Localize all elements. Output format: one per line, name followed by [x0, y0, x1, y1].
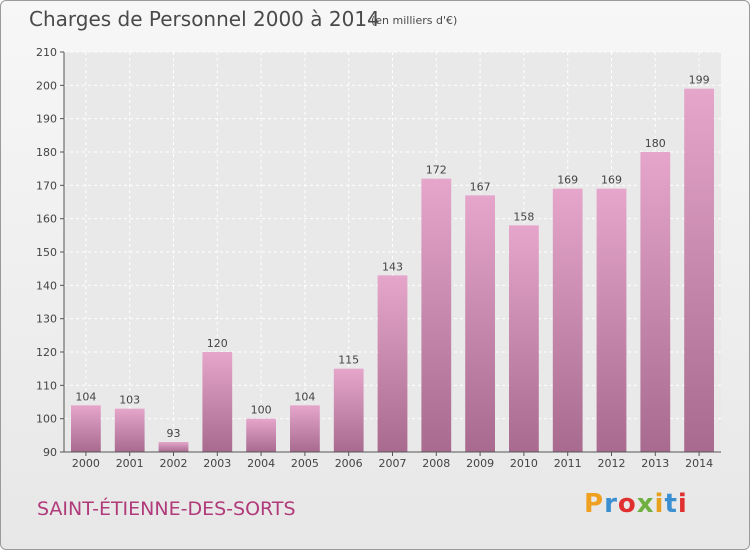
x-tick-label: 2003	[203, 457, 231, 470]
bar	[246, 418, 276, 452]
chart-title: Charges de Personnel 2000 à 2014	[29, 7, 380, 31]
bar	[114, 408, 145, 452]
bar-value-label: 180	[645, 137, 666, 150]
bar-value-label: 143	[382, 260, 403, 273]
x-tick-label: 2006	[335, 457, 363, 470]
logo-letter: r	[604, 489, 618, 519]
logo-letter: i	[654, 489, 665, 519]
bar-value-label: 103	[119, 394, 140, 407]
bar	[465, 195, 495, 453]
bar	[333, 368, 364, 452]
proxiti-logo[interactable]: Proxiti	[584, 489, 688, 519]
x-tick-label: 2000	[72, 457, 100, 470]
x-tick-label: 2005	[291, 457, 319, 470]
y-tick-label: 100	[36, 413, 57, 426]
x-tick-label: 2008	[422, 457, 450, 470]
y-tick-label: 110	[36, 379, 57, 392]
bar-value-label: 104	[75, 390, 96, 403]
bar-value-label: 172	[426, 164, 447, 177]
x-tick-label: 2010	[510, 457, 538, 470]
bar	[684, 88, 714, 453]
x-tick-label: 2014	[685, 457, 713, 470]
logo-letter: x	[636, 489, 655, 519]
commune-name: SAINT-ÉTIENNE-DES-SORTS	[37, 498, 296, 520]
bar-value-label: 93	[167, 427, 181, 440]
bar-value-label: 120	[207, 337, 228, 350]
y-tick-label: 140	[36, 279, 57, 292]
logo-letter: i	[677, 489, 688, 519]
bar	[421, 178, 452, 452]
y-tick-label: 210	[36, 46, 57, 59]
bar-value-label: 100	[251, 404, 272, 417]
y-tick-label: 150	[36, 246, 57, 259]
bar	[552, 188, 583, 452]
bar-value-label: 167	[470, 180, 491, 193]
x-tick-label: 2009	[466, 457, 494, 470]
x-tick-label: 2001	[116, 457, 144, 470]
logo-letter: o	[617, 489, 637, 519]
bar-value-label: 104	[294, 390, 315, 403]
x-tick-label: 2011	[554, 457, 582, 470]
bar	[596, 188, 627, 452]
y-tick-label: 170	[36, 179, 57, 192]
axes: 90 100 110 120 130 140 150 160 170 180 190 200 210 20…	[36, 46, 721, 470]
y-tick-label: 160	[36, 213, 57, 226]
bar	[71, 405, 101, 452]
chart-subtitle: (en milliers d'€)	[371, 14, 458, 27]
x-tick-label: 2004	[247, 457, 275, 470]
bar-value-label: 158	[513, 210, 534, 223]
bar-value-label: 199	[689, 74, 710, 87]
bar	[377, 275, 408, 452]
bar	[290, 405, 320, 452]
y-tick-label: 120	[36, 346, 57, 359]
y-tick-label: 200	[36, 79, 57, 92]
x-tick-label: 2013	[641, 457, 669, 470]
bar	[202, 352, 233, 452]
x-tick-label: 2002	[160, 457, 188, 470]
bar	[509, 225, 539, 452]
x-tick-label: 2007	[379, 457, 407, 470]
y-tick-label: 180	[36, 146, 57, 159]
y-tick-label: 190	[36, 113, 57, 126]
x-tick-label: 2012	[598, 457, 626, 470]
bar-value-label: 169	[601, 174, 622, 187]
bar	[158, 442, 189, 452]
bar	[640, 152, 671, 452]
y-tick-label: 130	[36, 313, 57, 326]
bar-value-label: 115	[338, 354, 359, 367]
logo-letter: P	[584, 489, 605, 519]
y-tick-label: 90	[43, 446, 57, 459]
bars: 104 103 93 120 100 104 115 143 172 167 158 169 169 18…	[71, 74, 714, 453]
logo-letter: t	[664, 489, 678, 519]
bar-value-label: 169	[557, 174, 578, 187]
